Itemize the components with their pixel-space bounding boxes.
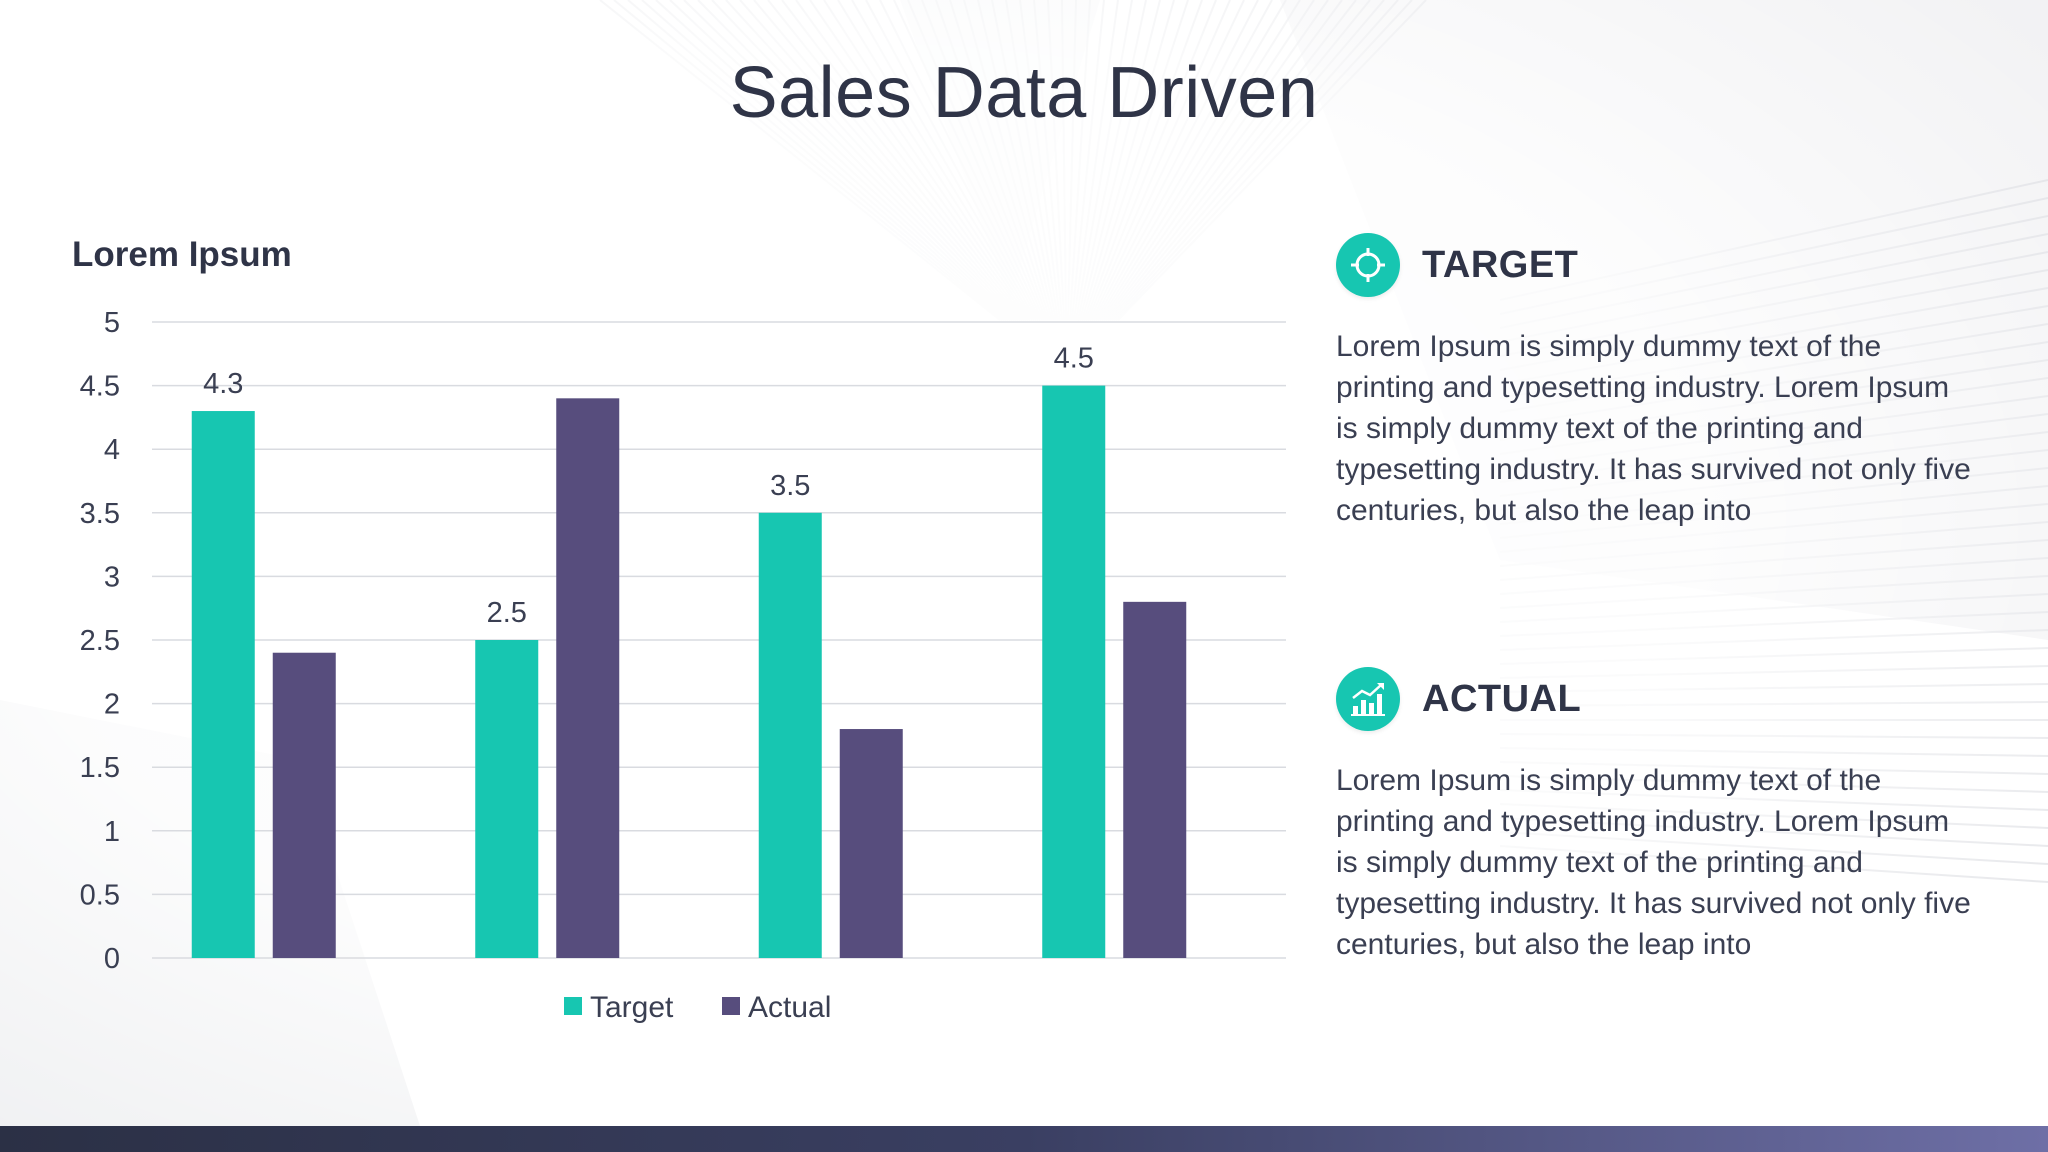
target-panel: TARGET Lorem Ipsum is simply dummy text … <box>1336 232 1976 531</box>
y-tick-label: 4.5 <box>80 371 120 403</box>
target-crosshair-icon <box>1336 233 1400 297</box>
y-tick-label: 2.5 <box>80 625 120 657</box>
bar-actual <box>556 398 620 958</box>
y-tick-label: 1.5 <box>80 752 120 784</box>
y-tick-label: 3 <box>104 561 120 593</box>
actual-panel: ACTUAL Lorem Ipsum is simply dummy text … <box>1336 666 1976 965</box>
data-labels: 4.3 2.5 3.5 4.5 <box>203 343 1094 629</box>
legend-label-target: Target <box>590 991 674 1024</box>
target-panel-text: Lorem Ipsum is simply dummy text of the … <box>1336 330 1971 527</box>
bar-chart: Lorem Ipsum 0 0.5 1 1.5 2 2.5 3 3.5 4 4.5 5 4.3 2.5… <box>72 235 1286 1024</box>
y-tick-label: 2 <box>104 689 120 721</box>
actual-panel-text: Lorem Ipsum is simply dummy text of the … <box>1336 764 1971 961</box>
footer-bar <box>0 1126 2048 1152</box>
y-tick-label: 5 <box>104 307 120 339</box>
y-tick-label: 4 <box>104 434 120 466</box>
y-tick-label: 0 <box>104 943 120 975</box>
growth-chart-icon <box>1336 667 1400 731</box>
legend-label-actual: Actual <box>748 991 831 1024</box>
y-tick-label: 1 <box>104 816 120 848</box>
bars <box>191 385 1187 959</box>
bar-target <box>191 411 255 958</box>
y-axis-ticks: 0 0.5 1 1.5 2 2.5 3 3.5 4 4.5 5 <box>80 307 120 975</box>
y-tick-label: 3.5 <box>80 498 120 530</box>
target-panel-header: TARGET <box>1336 232 1976 298</box>
legend-swatch-target <box>564 997 582 1015</box>
legend-swatch-actual <box>722 997 740 1015</box>
chart-legend: Target Actual <box>564 991 831 1024</box>
bar-target <box>758 512 822 958</box>
bar-target <box>1042 385 1106 959</box>
actual-panel-title: ACTUAL <box>1422 677 1582 720</box>
y-tick-label: 0.5 <box>80 879 120 911</box>
actual-panel-header: ACTUAL <box>1336 666 1976 732</box>
bar-actual <box>1123 601 1187 958</box>
data-label: 2.5 <box>487 597 527 629</box>
slide-title: Sales Data Driven <box>729 53 1319 133</box>
bar-actual <box>272 652 336 958</box>
data-label: 4.3 <box>203 368 243 400</box>
chart-title: Lorem Ipsum <box>72 235 292 274</box>
data-label: 3.5 <box>770 470 810 502</box>
data-label: 4.5 <box>1054 343 1094 375</box>
bar-actual <box>839 729 903 958</box>
bar-target <box>475 640 539 958</box>
target-panel-title: TARGET <box>1422 243 1579 286</box>
